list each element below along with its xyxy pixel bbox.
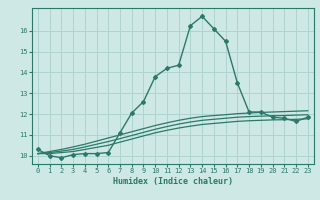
X-axis label: Humidex (Indice chaleur): Humidex (Indice chaleur) [113,177,233,186]
